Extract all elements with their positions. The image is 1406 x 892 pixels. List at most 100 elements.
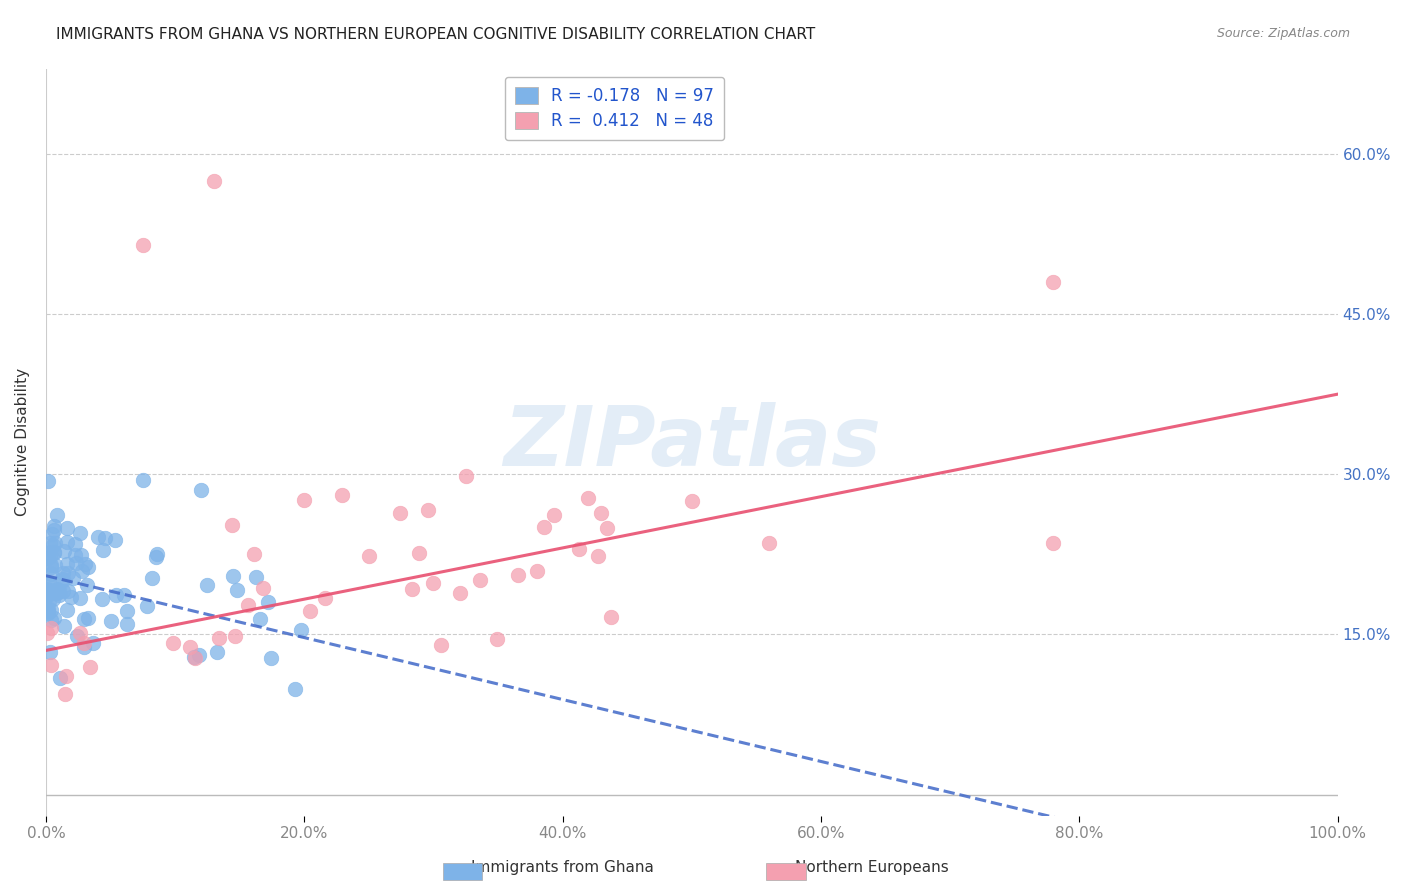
Point [87, 529, 110, 543]
Point [104, 533, 127, 547]
Text: Source: ZipAtlas.com: Source: ZipAtlas.com [1216, 27, 1350, 40]
Point [141, 571, 163, 585]
Point [257, 594, 280, 608]
Point [69, 548, 91, 562]
Point [55, 669, 77, 683]
Point [45, 582, 67, 596]
Point [225, 582, 247, 597]
Point [44, 611, 66, 625]
Point [39, 603, 62, 617]
Point [56, 566, 79, 580]
Point [596, 521, 619, 535]
Point [1042, 275, 1064, 289]
Point [132, 473, 155, 487]
Point [42, 538, 65, 552]
Point [38, 577, 60, 591]
Point [38, 583, 60, 598]
Point [183, 649, 205, 664]
Point [681, 493, 703, 508]
Point [145, 549, 167, 564]
Point [94, 531, 117, 545]
Point [38, 549, 60, 564]
Point [758, 536, 780, 550]
Point [117, 604, 139, 618]
Point [73, 640, 96, 655]
Point [44, 536, 66, 550]
Point [468, 574, 491, 588]
Point [69, 626, 91, 640]
Point [314, 591, 336, 605]
Point [53, 687, 76, 701]
Point [72, 612, 94, 626]
Point [236, 599, 259, 613]
Point [45, 586, 67, 600]
Point [115, 617, 138, 632]
Point [56, 521, 79, 535]
Point [104, 588, 127, 602]
Point [37, 607, 59, 621]
Point [195, 578, 218, 592]
Point [37, 546, 59, 560]
Point [252, 582, 274, 596]
Point [184, 650, 207, 665]
Point [330, 488, 353, 502]
Point [37, 626, 59, 640]
Point [42, 545, 65, 559]
Point [69, 591, 91, 606]
Point [70, 565, 93, 579]
Point [416, 503, 439, 517]
Point [49, 671, 72, 685]
Point [202, 173, 225, 187]
Point [430, 638, 453, 652]
Point [600, 610, 623, 624]
Point [56, 603, 79, 617]
Point [48, 583, 70, 598]
Text: IMMIGRANTS FROM GHANA VS NORTHERN EUROPEAN COGNITIVE DISABILITY CORRELATION CHAR: IMMIGRANTS FROM GHANA VS NORTHERN EUROPE… [56, 27, 815, 42]
Point [568, 541, 591, 556]
Text: Northern Europeans: Northern Europeans [794, 861, 949, 875]
Point [388, 506, 411, 520]
Point [245, 569, 267, 583]
Point [56, 557, 79, 571]
Point [44, 519, 66, 533]
Point [222, 569, 245, 583]
Point [290, 624, 312, 638]
Point [449, 586, 471, 600]
Point [56, 583, 79, 598]
Point [543, 508, 565, 523]
Point [48, 588, 70, 602]
Point [37, 551, 59, 566]
Point [45, 583, 67, 598]
Point [37, 587, 59, 601]
Point [586, 549, 609, 564]
Point [38, 594, 60, 608]
Point [292, 493, 315, 508]
Point [132, 237, 155, 252]
Point [52, 573, 75, 587]
Point [408, 546, 430, 560]
Point [60, 591, 83, 605]
Point [56, 534, 79, 549]
Point [162, 636, 184, 650]
Point [76, 560, 98, 574]
Point [37, 474, 59, 488]
Point [37, 602, 59, 616]
Point [73, 636, 96, 650]
Point [65, 556, 87, 570]
Point [63, 536, 86, 550]
Point [298, 605, 321, 619]
Point [52, 566, 75, 581]
Point [45, 584, 67, 599]
Point [52, 583, 75, 598]
Point [37, 589, 59, 603]
Point [224, 629, 246, 643]
Point [508, 568, 530, 582]
Point [112, 588, 135, 602]
Point [90, 591, 112, 606]
Point [533, 520, 555, 534]
Point [100, 614, 122, 628]
Point [578, 491, 600, 506]
Point [422, 576, 444, 591]
Text: ZIPatlas: ZIPatlas [503, 401, 880, 483]
Point [77, 611, 100, 625]
